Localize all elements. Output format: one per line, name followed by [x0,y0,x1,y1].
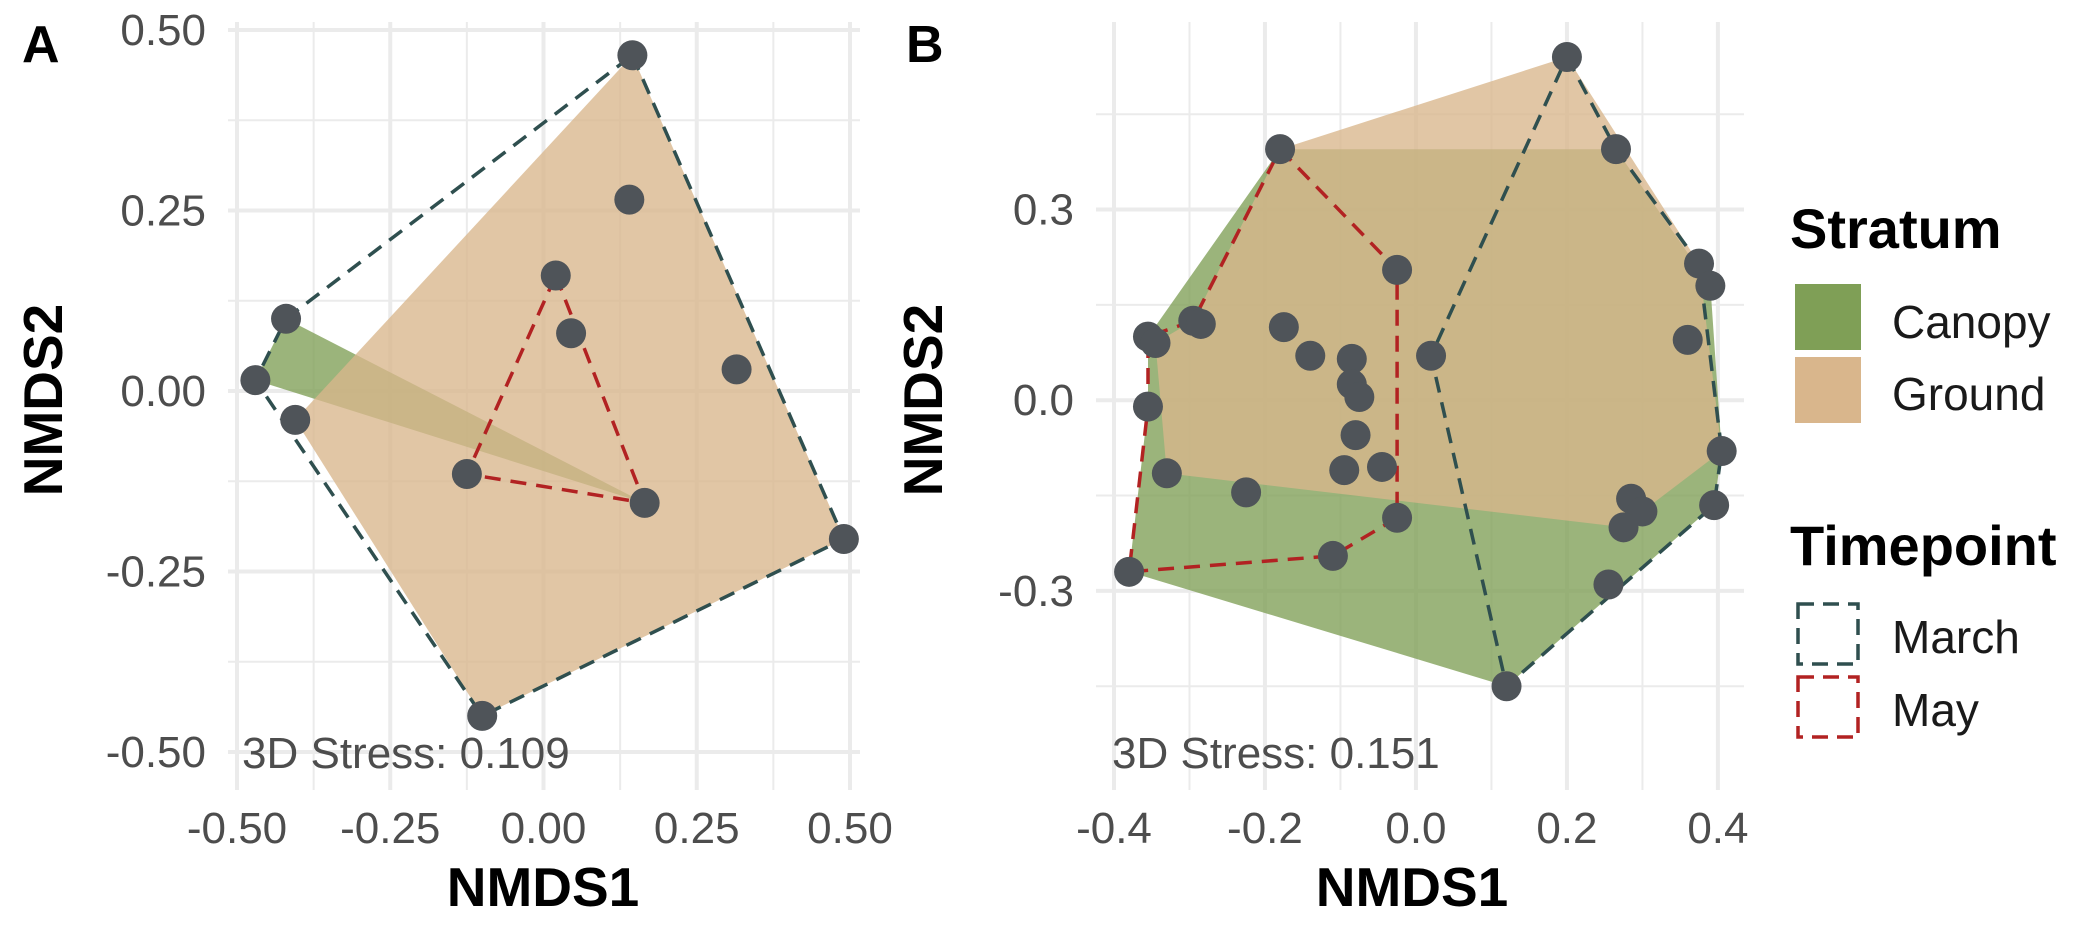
y-tick-label: 0.0 [1013,376,1074,425]
panel-tag: A [22,16,60,74]
legend-swatch-canopy [1795,284,1861,350]
data-point [1329,455,1360,486]
legend-label-canopy: Canopy [1892,296,2051,348]
data-point [617,40,648,71]
y-tick-label: 0.50 [120,6,206,55]
data-point [1151,458,1182,489]
y-axis-title: NMDS2 [892,304,954,497]
data-point [451,459,482,490]
hull-outline-march [1429,53,1724,690]
data-point [1140,328,1171,359]
data-point [467,700,498,731]
data-point [1706,436,1737,467]
data-point [1551,42,1582,72]
legend-swatch-march [1796,602,1860,666]
y-tick-label: -0.50 [106,728,206,777]
y-tick-label: 0.3 [1013,186,1074,235]
data-point [1672,324,1703,355]
y-tick-label: 0.00 [120,367,206,416]
data-point [1366,451,1397,482]
data-point [1336,343,1367,374]
legend: Stratum Canopy Ground Timepoint March Ma… [1790,197,2057,739]
x-tick-label: -0.50 [187,804,287,853]
data-point [1231,477,1262,508]
legend-swatch-ground [1795,357,1861,423]
panel-b: -0.4 -0.2 0.0 0.2 0.4 -0.3 0.0 0.3 NMDS1 NMDS2 3D … [892,16,1748,918]
data-point [240,365,271,396]
data-point [1695,270,1726,301]
x-axis-title: NMDS1 [1316,856,1509,918]
data-point [271,303,302,334]
data-point [1265,134,1296,165]
data-point [1268,312,1299,343]
legend-label-may: May [1892,684,1979,736]
data-point [1491,671,1522,702]
data-point [1382,502,1413,533]
data-point [1593,569,1624,600]
hull-outline-march [253,52,847,719]
legend-timepoint-title: Timepoint [1790,514,2057,577]
hull-fill-ground [295,55,844,716]
data-point [1600,134,1631,165]
data-point [629,487,660,518]
data-point [614,184,645,215]
data-point [1185,308,1216,339]
x-tick-label: -0.25 [340,804,440,853]
stress-annotation: 3D Stress: 0.109 [242,729,570,778]
panel-a: -0.50 -0.25 0.00 0.25 0.50 -0.50 -0.25 0.00 0.25… [12,6,893,918]
x-tick-label: 0.00 [501,804,587,853]
legend-stratum-title: Stratum [1790,197,2002,260]
data-point [1416,340,1447,371]
data-point [1317,540,1348,571]
legend-label-march: March [1892,611,2020,663]
y-tick-label: -0.3 [998,567,1074,616]
y-axis-title: NMDS2 [12,304,74,497]
x-tick-label: 0.25 [654,804,740,853]
y-tick-label: -0.25 [106,548,206,597]
x-axis-title: NMDS1 [447,856,640,918]
data-point [1132,391,1163,422]
data-point [280,404,311,435]
hull-outline-may [464,270,648,506]
data-point [721,354,752,385]
legend-swatch-may [1796,675,1860,739]
x-tick-label: 0.2 [1536,804,1597,853]
x-tick-label: -0.4 [1076,804,1152,853]
data-point [540,260,571,291]
data-point [1340,420,1371,451]
data-point [556,318,587,349]
data-point [1344,382,1375,413]
hull-outline-may [1127,146,1399,574]
x-tick-label: 0.0 [1385,804,1446,853]
x-tick-label: 0.4 [1687,804,1748,853]
data-point [1114,556,1145,587]
data-point [1608,512,1639,543]
panel-tag: B [906,16,944,74]
x-tick-label: 0.50 [807,804,893,853]
data-point [1684,248,1715,279]
legend-label-ground: Ground [1892,368,2045,420]
data-point [1295,340,1326,371]
stress-annotation: 3D Stress: 0.151 [1112,729,1440,778]
data-point [1382,254,1413,285]
x-tick-label: -0.2 [1227,804,1303,853]
data-point [828,524,859,555]
data-point [1699,490,1730,521]
y-tick-label: 0.25 [120,187,206,236]
hull-fill-ground [1155,57,1722,528]
